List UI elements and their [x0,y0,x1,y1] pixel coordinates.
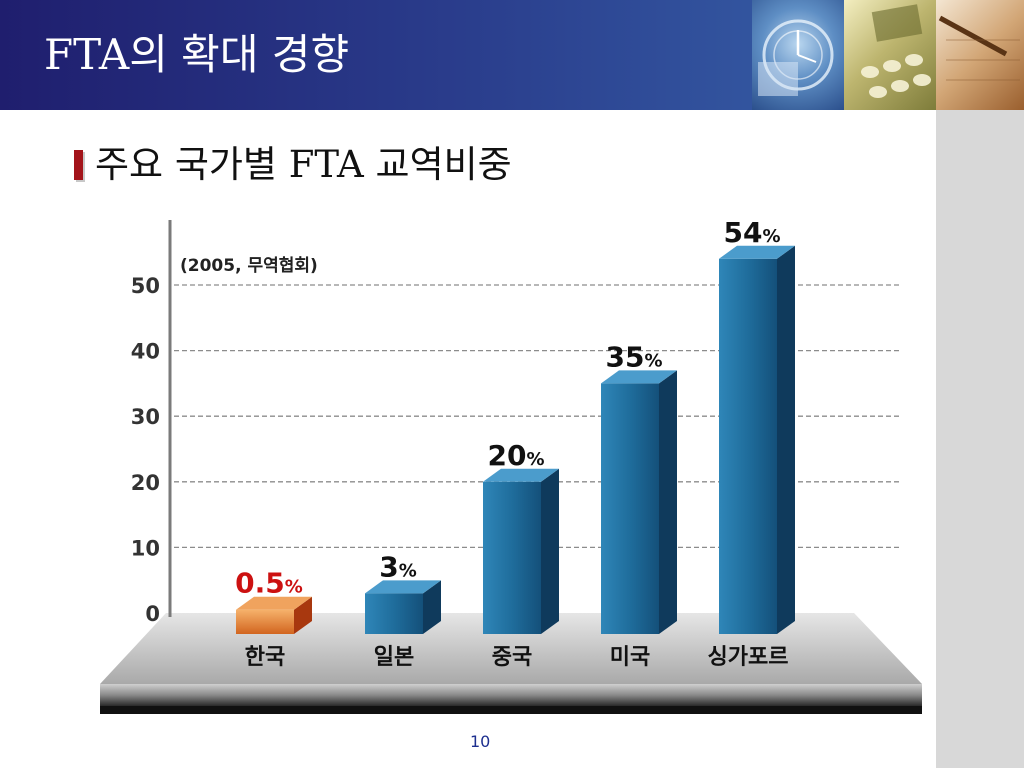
value-label: 35% [605,340,662,373]
bar-top-face [719,245,795,259]
right-sidebar-panel [936,110,1024,768]
chart-floor-edge [100,684,922,706]
page-number: 10 [470,732,491,751]
bar-side-face [541,468,559,634]
category-label: 중국 [492,645,532,670]
header-photo-strip [752,0,1024,110]
category-label: 일본 [374,645,414,670]
bar-chart: 0 10 20 30 40 50 (2005, 무역협회) 0.5% 한국 3% 일본 20% 중국 35… [100,216,922,714]
y-tick-label: 50 [131,274,160,298]
bar-side-face [423,580,441,634]
value-label: 54% [723,216,780,249]
bar-top-face [601,370,677,384]
chart-floor [100,613,922,684]
bar-top-face [236,596,312,610]
chart-floor-shadow [100,706,922,714]
category-label: 싱가포르 [708,645,789,670]
y-tick-label: 10 [131,536,160,560]
y-tick-label: 0 [145,602,160,626]
pen-document-photo-icon [936,0,1024,110]
calculator-photo-icon [844,0,936,110]
clock-photo-icon [752,0,844,110]
subtitle-row: 주요 국가별 FTA 교역비중 [74,146,512,183]
y-tick-label: 40 [131,340,160,364]
bar-side-face [659,370,677,634]
value-label: 3% [379,550,417,583]
category-label: 미국 [610,645,650,670]
bar-top-face [365,580,441,594]
source-note: (2005, 무역협회) [180,255,318,276]
y-tick-label: 30 [131,405,160,429]
bar-side-face [294,596,312,634]
value-label: 20% [487,439,544,472]
y-tick-label: 20 [131,471,160,495]
slide-subtitle: 주요 국가별 FTA 교역비중 [95,143,512,186]
bar-side-face [777,245,795,634]
slide-title: FTA의 확대 경향 [44,30,350,79]
category-label: 한국 [245,645,285,670]
bar-2 [483,481,541,634]
bar-0 [236,609,294,634]
bar-4 [719,258,777,634]
bar-3 [601,383,659,634]
bullet-marker-icon [74,149,83,180]
value-label: 0.5% [235,567,303,600]
slide-header: FTA의 확대 경향 [0,0,1024,110]
bar-top-face [483,468,559,482]
bar-1 [365,593,423,634]
